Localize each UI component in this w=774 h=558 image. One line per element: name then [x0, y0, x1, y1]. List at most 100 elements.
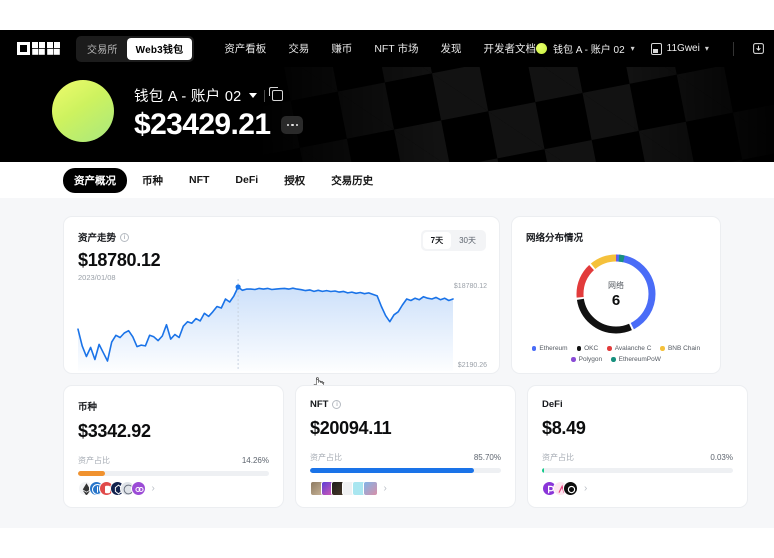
legend-item-avalanche-c[interactable]: Avalanche C — [607, 345, 651, 352]
nav-links: 资产看板 交易 赚币 NFT 市场 发现 开发者文档 — [224, 41, 536, 56]
gas-price-selector[interactable]: 11Gwei ▾ — [650, 42, 709, 55]
legend-item-polygon[interactable]: Polygon — [571, 356, 602, 363]
nft-ratio-percent: 85.70% — [473, 453, 501, 462]
copy-icon[interactable] — [268, 87, 283, 101]
defi-protocol-group[interactable]: › — [542, 481, 587, 496]
avatar[interactable] — [52, 80, 114, 142]
nav-link-nft-market[interactable]: NFT 市场 — [374, 43, 419, 55]
tokens-progress-track — [78, 471, 269, 476]
range-7d[interactable]: 7天 — [422, 232, 452, 249]
segment-web3-wallet[interactable]: Web3钱包 — [126, 37, 193, 60]
asset-trend-chart[interactable]: $18780.12 $2190.26 — [72, 279, 493, 392]
gas-price-label: 11Gwei — [666, 43, 700, 54]
donut-segment-okc — [576, 254, 656, 334]
hero-divider — [263, 89, 265, 102]
defi-card-title: DeFi — [542, 399, 733, 410]
legend-item-bnb-chain[interactable]: BNB Chain — [660, 345, 700, 352]
asset-trend-title-text: 资产走势 — [78, 233, 117, 244]
tokens-summary-card: 币种 $3342.92 资产占比 14.26% › — [63, 385, 284, 508]
nft-thumb-6-icon — [362, 481, 378, 496]
asset-trend-value: $18780.12 — [78, 250, 161, 270]
network-legend-row-2: Polygon EthereumPoW — [571, 356, 661, 363]
legend-color-dot — [660, 346, 665, 351]
nft-ratio-line: 资产占比 85.70% — [310, 452, 501, 463]
legend-item-ethereumpow[interactable]: EthereumPoW — [611, 356, 661, 363]
range-30d[interactable]: 30天 — [459, 236, 476, 245]
defi-summary-card: DeFi $8.49 资产占比 0.03% › — [527, 385, 748, 508]
legend-label: Ethereum — [539, 345, 568, 352]
download-icon[interactable] — [746, 36, 772, 62]
donut-center-label: 网络 — [608, 280, 624, 290]
tab-transaction-history[interactable]: 交易历史 — [331, 174, 374, 187]
tab-tokens[interactable]: 币种 — [142, 174, 163, 187]
hero-account-line: 钱包 A - 账户 02 — [134, 85, 303, 106]
donut-segment-avalanche — [576, 254, 656, 334]
tokens-progress-fill — [78, 471, 106, 476]
info-icon[interactable]: i — [332, 400, 342, 409]
nft-progress-fill — [310, 468, 474, 473]
top-navigation-bar: 交易所 Web3钱包 资产看板 交易 赚币 NFT 市场 发现 开发者文档 钱包… — [0, 30, 774, 67]
account-selector-label: 钱包 A - 账户 02 — [552, 45, 625, 56]
tab-approvals[interactable]: 授权 — [284, 174, 306, 187]
tab-defi[interactable]: DeFi — [235, 174, 259, 186]
nav-link-developer-docs[interactable]: 开发者文档 — [483, 43, 536, 55]
tokens-avatar-group[interactable]: › — [78, 481, 155, 496]
tab-asset-overview[interactable]: 资产概况 — [63, 167, 127, 193]
nft-ratio-label: 资产占比 — [310, 453, 342, 462]
protocol-black-token-icon — [563, 481, 578, 496]
nav-link-discover[interactable]: 发现 — [440, 43, 462, 55]
nav-link-asset-board[interactable]: 资产看板 — [224, 43, 267, 55]
legend-label: BNB Chain — [667, 345, 701, 352]
legend-color-dot — [611, 357, 616, 362]
chevron-right-icon[interactable]: › — [584, 483, 588, 494]
asset-trend-card: 资产走势 i $18780.12 2023/01/08 7天 30天 — [63, 216, 500, 392]
nft-progress-track — [310, 468, 501, 473]
chevron-right-icon[interactable]: › — [151, 483, 155, 494]
legend-label: Avalanche C — [614, 345, 652, 352]
hero-banner: 钱包 A - 账户 02 $23429.21 — [0, 67, 774, 162]
range-toggle: 7天 30天 — [420, 230, 486, 251]
legend-label: Polygon — [578, 356, 603, 363]
network-legend-row-1: Ethereum OKC Avalanche C BNB Chain — [531, 345, 700, 352]
more-options-button[interactable] — [281, 116, 304, 134]
legend-color-dot — [576, 346, 582, 351]
stat-cards-row: 币种 $3342.92 资产占比 14.26% › — [63, 385, 748, 508]
info-icon[interactable]: i — [120, 232, 130, 242]
network-distribution-card: 网络分布情况 网络 6 — [511, 216, 721, 374]
donut-center-value: 6 — [611, 291, 621, 309]
chart-y-min-label: $2190.26 — [457, 362, 487, 369]
nav-divider-2 — [732, 41, 734, 56]
legend-item-okc[interactable]: OKC — [576, 345, 598, 352]
okx-logo[interactable] — [17, 42, 60, 55]
legend-color-dot — [571, 357, 576, 362]
nav-right-cluster: 钱包 A - 账户 02 ▾ 11Gwei ▾ — [535, 36, 774, 62]
account-selector[interactable]: 钱包 A - 账户 02 ▾ — [535, 41, 635, 56]
tabs: 资产概况 币种 NFT DeFi 授权 交易历史 — [0, 162, 774, 198]
nft-summary-card: NFT i $20094.11 资产占比 85.70% — [295, 385, 516, 508]
chart-y-max-label: $18780.12 — [453, 283, 487, 290]
defi-ratio-label: 资产占比 — [542, 453, 574, 462]
hero-balance-line: $23429.21 — [134, 108, 304, 142]
gas-pump-icon — [650, 42, 662, 55]
defi-ratio-percent: 0.03% — [710, 453, 733, 462]
chevron-down-icon[interactable] — [248, 93, 257, 98]
account-avatar-dot-icon — [535, 43, 547, 54]
tokens-ratio-percent: 14.26% — [241, 456, 269, 465]
total-balance: $23429.21 — [134, 108, 271, 141]
segment-exchange[interactable]: 交易所 — [87, 45, 118, 56]
logo-k-icon — [32, 42, 45, 55]
chevron-right-icon[interactable]: › — [383, 483, 387, 494]
legend-item-ethereum[interactable]: Ethereum — [531, 345, 568, 352]
tokens-card-title-text: 币种 — [78, 402, 98, 413]
top-cards-row: 资产走势 i $18780.12 2023/01/08 7天 30天 — [63, 216, 721, 392]
nav-link-earn[interactable]: 赚币 — [331, 43, 353, 55]
legend-color-dot — [607, 346, 612, 351]
tab-nft[interactable]: NFT — [189, 174, 210, 186]
asset-trend-title: 资产走势 i — [78, 230, 485, 244]
nav-link-trade[interactable]: 交易 — [288, 43, 310, 55]
nft-thumbnail-group[interactable]: › — [310, 481, 387, 496]
network-donut-chart: 网络 6 — [573, 251, 659, 337]
tokens-ratio-label: 资产占比 — [78, 456, 110, 465]
legend-color-dot — [531, 346, 537, 351]
